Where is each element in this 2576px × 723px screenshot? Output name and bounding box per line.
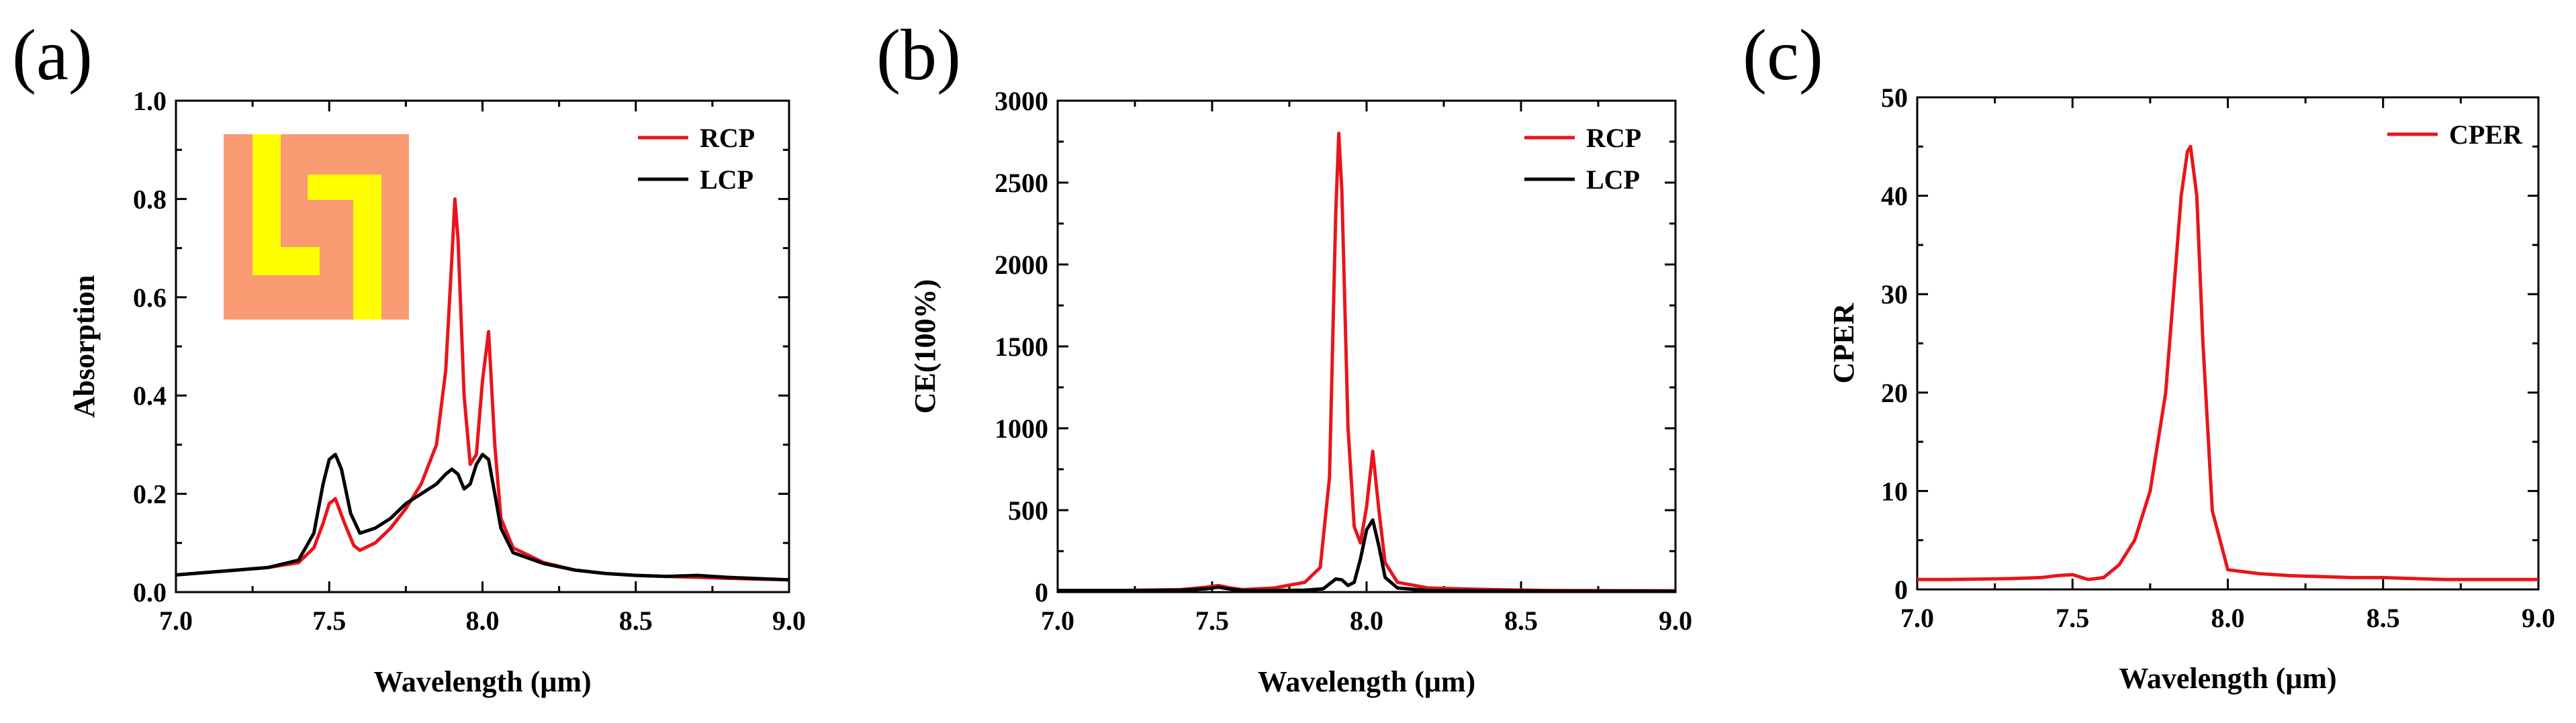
y-tick-label: 1000 — [995, 414, 1048, 444]
series-line-lcp — [176, 452, 789, 582]
x-tick-label: 7.0 — [159, 606, 193, 636]
panel-label: (c) — [1743, 15, 1823, 95]
y-tick-label: 0.2 — [133, 479, 167, 510]
legend-label: CPER — [2449, 119, 2523, 150]
x-tick-label: 8.0 — [1350, 606, 1383, 636]
y-tick-label: 30 — [1881, 279, 1908, 309]
y-tick-label: 0.0 — [133, 577, 167, 608]
x-tick-label: 8.5 — [619, 606, 653, 636]
y-tick-label: 1500 — [995, 332, 1048, 362]
plot-frame — [1056, 99, 1677, 593]
series-line-rcp — [1058, 132, 1675, 592]
x-tick-label: 7.0 — [1041, 606, 1074, 636]
y-tick-label: 40 — [1881, 181, 1908, 211]
x-axis-title: Wavelength (μm) — [373, 665, 591, 698]
y-axis-title: CE(100%) — [909, 279, 941, 414]
panel-b: (b) 7.0 7.5 8.0 8.5 9.0 0 500 1000 1500 2000 2500 30… — [876, 15, 1692, 698]
panel-label: (b) — [876, 15, 961, 95]
y-tick-label: 0 — [1035, 577, 1048, 608]
y-tick-label: 10 — [1881, 476, 1908, 506]
legend-label: LCP — [700, 164, 753, 195]
x-tick-label: 7.5 — [1195, 606, 1229, 636]
series-line-lcp — [1058, 518, 1675, 592]
x-tick-label: 9.0 — [772, 606, 806, 636]
y-tick-label: 20 — [1881, 378, 1908, 408]
y-axis-title: Absorption — [68, 275, 101, 418]
x-tick-label: 8.5 — [2366, 603, 2400, 633]
panel-c: (c) 7.0 7.5 8.0 8.5 9.0 0 10 20 30 40 50 Wavelength … — [1743, 15, 2555, 695]
x-tick-label: 7.5 — [2056, 603, 2089, 633]
inset-bar — [353, 175, 381, 320]
y-tick-label: 0.4 — [133, 381, 167, 411]
y-tick-label: 3000 — [995, 86, 1048, 116]
legend-label: RCP — [1586, 123, 1641, 153]
plot-frame — [1916, 96, 2540, 591]
x-tick-label: 9.0 — [1659, 606, 1692, 636]
x-tick-label: 8.0 — [466, 606, 500, 636]
x-tick-label: 7.5 — [312, 606, 346, 636]
panel-a: (a) 7.0 7.5 8.0 8.5 9.0 0.0 0.2 0.4 0.6 0.8 1.0 Wave… — [12, 15, 806, 698]
x-tick-label: 8.0 — [2211, 603, 2245, 633]
legend-label: LCP — [1586, 164, 1640, 195]
x-axis-title: Wavelength (μm) — [1258, 665, 1475, 698]
inset-bar — [252, 247, 320, 275]
x-axis-title: Wavelength (μm) — [2119, 662, 2336, 695]
y-tick-label: 2000 — [995, 250, 1048, 280]
y-tick-label: 0.6 — [133, 283, 167, 313]
y-tick-label: 0 — [1894, 575, 1908, 605]
x-tick-label: 8.5 — [1504, 606, 1538, 636]
inset-unit-cell — [224, 134, 409, 320]
y-tick-label: 1.0 — [133, 86, 167, 116]
x-tick-label: 7.0 — [1900, 603, 1934, 633]
series-line-cper — [1917, 144, 2538, 581]
y-tick-label: 2500 — [995, 168, 1048, 198]
legend-label: RCP — [700, 123, 755, 153]
y-tick-label: 50 — [1881, 83, 1908, 113]
panel-label: (a) — [12, 15, 93, 95]
y-axis-title: CPER — [1827, 302, 1860, 383]
x-tick-label: 9.0 — [2522, 603, 2555, 633]
y-tick-label: 0.8 — [133, 184, 167, 214]
y-tick-label: 500 — [1008, 495, 1048, 526]
